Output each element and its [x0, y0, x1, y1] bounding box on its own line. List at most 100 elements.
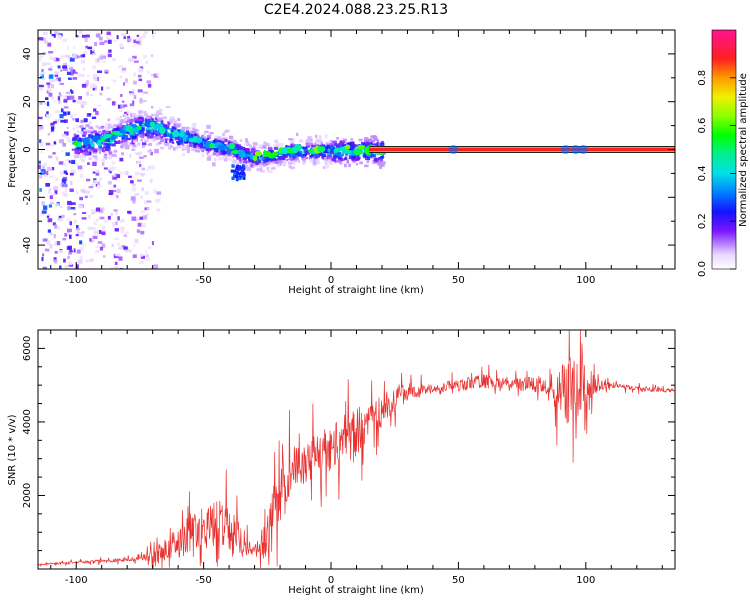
signal-cell	[221, 148, 226, 153]
noise-cell	[107, 215, 111, 220]
signal-cell	[85, 146, 90, 150]
noise-cell	[132, 100, 135, 105]
signal-cell	[192, 148, 196, 152]
noise-cell	[92, 83, 97, 88]
noise-cell	[69, 205, 73, 209]
signal-cell	[283, 154, 287, 159]
noise-cell	[139, 260, 144, 265]
noise-cell	[41, 69, 44, 73]
noise-cell	[76, 249, 81, 254]
noise-cell	[132, 199, 136, 204]
signal-cell	[379, 165, 383, 169]
noise-cell	[42, 238, 48, 242]
signal-cell	[290, 157, 294, 161]
signal-cell	[305, 157, 308, 160]
noise-cell	[62, 38, 68, 42]
signal-cell	[134, 140, 137, 143]
noise-cell	[69, 250, 73, 253]
signal-cell	[204, 130, 209, 133]
carrier-blob	[195, 137, 203, 144]
signal-cell	[224, 129, 230, 133]
noise-cell	[134, 238, 139, 244]
noise-cell	[147, 149, 153, 153]
signal-cell	[134, 117, 139, 121]
signal-cell	[245, 138, 248, 142]
noise-cell	[130, 180, 134, 184]
signal-cell	[139, 114, 144, 118]
signal-cell	[378, 157, 382, 160]
signal-cell	[99, 135, 105, 139]
noise-cell	[71, 160, 76, 164]
x-tick-label: 100	[576, 575, 595, 586]
spectrogram-marks	[38, 30, 675, 269]
noise-cell	[113, 184, 117, 188]
y-tick-label: 6000	[22, 336, 33, 361]
signal-cell	[155, 136, 161, 140]
signal-cell	[222, 151, 227, 155]
noise-cell	[147, 83, 152, 88]
noise-cell	[41, 62, 47, 67]
signal-cell	[113, 124, 119, 128]
noise-cell	[80, 189, 86, 193]
noise-cell	[131, 89, 135, 92]
noise-cell	[63, 170, 67, 174]
noise-cell	[128, 58, 132, 62]
noise-cell	[129, 142, 135, 145]
carrier-blob	[158, 127, 166, 135]
noise-cell	[86, 178, 91, 182]
snr-y-ticks: 2000 4000 6000	[22, 329, 675, 570]
noise-cell	[73, 46, 76, 49]
noise-cell	[59, 114, 64, 119]
noise-cell	[69, 95, 75, 100]
noise-cell	[39, 172, 45, 175]
noise-cell	[127, 38, 132, 42]
signal-cell	[329, 146, 333, 151]
signal-cell	[244, 165, 247, 170]
signal-cell	[171, 139, 174, 144]
noise-cell	[84, 82, 89, 85]
signal-cell	[182, 137, 188, 142]
noise-cell	[66, 95, 71, 101]
signal-cell	[72, 127, 75, 130]
noise-cell	[114, 266, 119, 269]
noise-cell	[114, 237, 119, 241]
signal-cell	[270, 167, 276, 170]
signal-cell	[156, 143, 160, 146]
signal-cell	[155, 130, 160, 134]
signal-cell	[146, 136, 151, 139]
noise-cell	[145, 249, 148, 254]
noise-cell	[99, 177, 102, 181]
noise-cell	[56, 226, 61, 230]
noise-cell	[74, 219, 77, 224]
signal-cell	[350, 141, 355, 144]
noise-cell	[113, 190, 117, 192]
signal-cell	[355, 163, 359, 166]
signal-cell	[173, 123, 176, 127]
noise-cell	[104, 40, 108, 43]
signal-cell	[305, 143, 309, 146]
signal-cell	[188, 128, 192, 131]
x-tick-label: 100	[576, 275, 595, 286]
signal-cell	[209, 132, 214, 135]
noise-cell	[68, 77, 72, 80]
noise-cell	[77, 165, 83, 170]
signal-cell	[132, 135, 137, 140]
noise-cell	[69, 57, 75, 62]
carrier-line-core	[369, 147, 675, 152]
signal-cell	[83, 129, 88, 132]
noise-cell	[137, 222, 142, 227]
noise-cell	[110, 168, 113, 173]
side-blob-cell	[231, 176, 235, 180]
signal-cell	[193, 129, 198, 132]
noise-cell	[127, 249, 132, 253]
signal-cell	[352, 156, 356, 159]
noise-cell	[70, 90, 74, 94]
signal-cell	[119, 121, 124, 124]
noise-cell	[104, 69, 109, 72]
signal-cell	[141, 126, 144, 131]
signal-cell	[364, 137, 369, 141]
noise-cell	[75, 118, 79, 123]
noise-cell	[48, 189, 52, 194]
signal-cell	[92, 151, 98, 154]
signal-cell	[223, 130, 227, 134]
